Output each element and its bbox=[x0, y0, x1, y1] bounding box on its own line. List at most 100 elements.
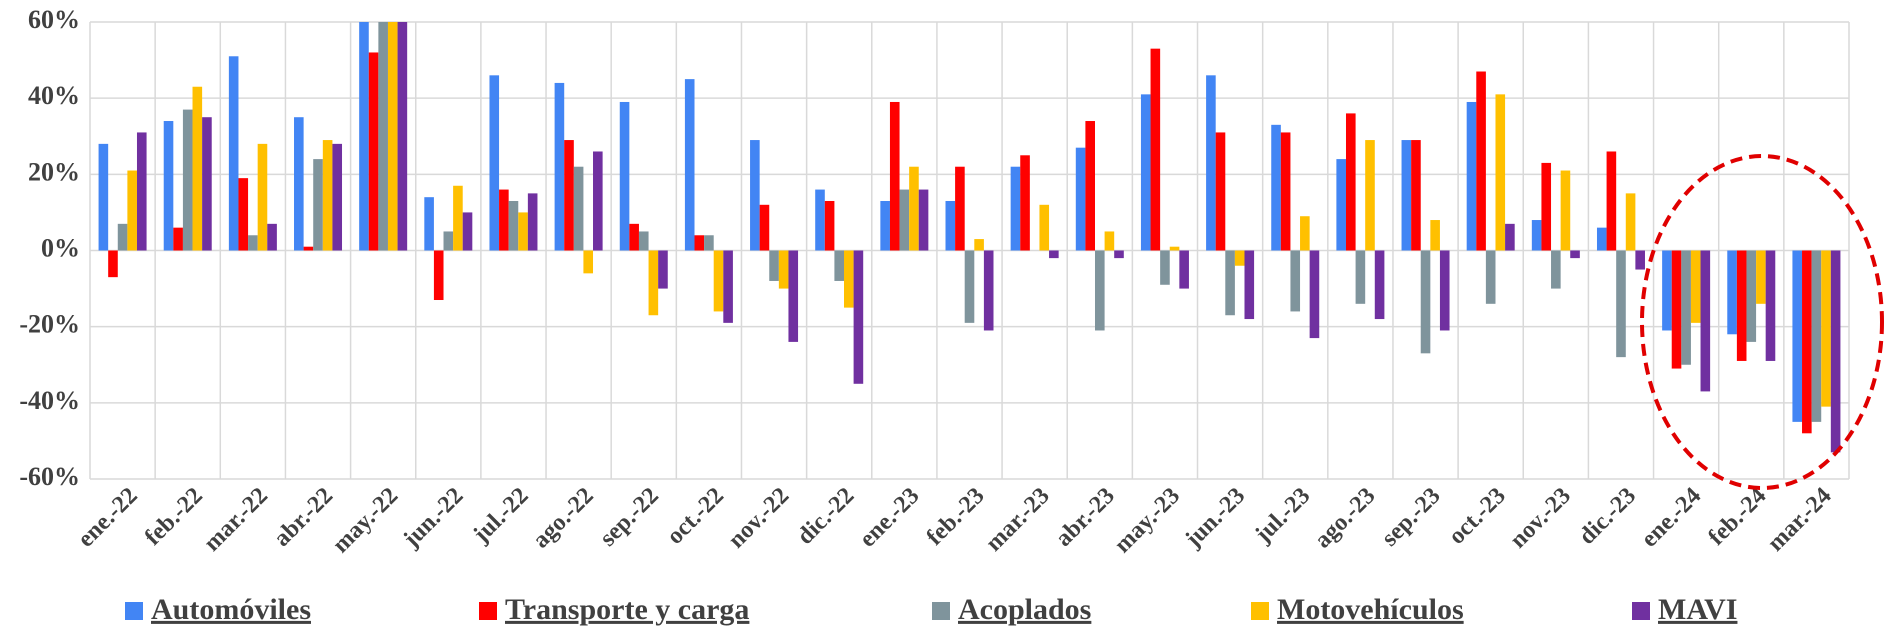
bar bbox=[704, 235, 714, 251]
x-tick-label: abr.-23 bbox=[1051, 483, 1120, 552]
bar bbox=[397, 22, 408, 251]
bar bbox=[945, 200, 956, 251]
bar bbox=[1049, 250, 1059, 259]
bar bbox=[313, 159, 323, 251]
bar bbox=[1466, 101, 1477, 251]
bar bbox=[1606, 151, 1617, 251]
bar bbox=[1094, 250, 1105, 331]
bar bbox=[564, 140, 574, 251]
x-tick-label: nov.-23 bbox=[1505, 483, 1576, 554]
bars bbox=[98, 22, 1841, 453]
bar bbox=[1802, 250, 1812, 434]
bar bbox=[518, 212, 528, 251]
bar bbox=[322, 140, 333, 251]
x-tick-label: nov.-22 bbox=[723, 483, 794, 554]
bar bbox=[1746, 250, 1757, 342]
bar bbox=[554, 82, 565, 251]
bar bbox=[853, 250, 864, 384]
bar bbox=[1075, 147, 1086, 251]
bar bbox=[983, 250, 994, 331]
bar bbox=[1596, 227, 1607, 251]
bar bbox=[769, 250, 779, 281]
bar bbox=[1756, 250, 1766, 304]
x-tick-label: ene.-24 bbox=[1637, 483, 1707, 553]
bar bbox=[1560, 170, 1571, 251]
x-tick-label: mar.-23 bbox=[981, 483, 1055, 557]
bar bbox=[499, 189, 509, 251]
bar bbox=[443, 231, 454, 251]
bar bbox=[1635, 250, 1645, 270]
legend-swatch bbox=[125, 602, 143, 620]
bar bbox=[1765, 250, 1776, 361]
bar bbox=[1736, 250, 1747, 361]
bar bbox=[1039, 204, 1050, 251]
bar bbox=[974, 239, 984, 251]
bar bbox=[918, 189, 929, 251]
bar bbox=[573, 166, 584, 251]
x-tick-label: ago.-22 bbox=[528, 483, 599, 554]
bar bbox=[453, 185, 463, 251]
x-tick-label: jun.-22 bbox=[398, 483, 469, 554]
y-tick-label: -20% bbox=[19, 310, 80, 339]
bar bbox=[648, 250, 659, 316]
bar bbox=[844, 250, 854, 308]
bar bbox=[629, 223, 639, 251]
bar bbox=[658, 250, 668, 289]
bar bbox=[1830, 250, 1841, 453]
legend-label: Transporte y carga bbox=[505, 593, 749, 626]
bar bbox=[1625, 193, 1636, 251]
bar bbox=[880, 200, 890, 251]
bar bbox=[619, 101, 630, 251]
bar bbox=[1234, 250, 1245, 266]
x-tick-label: feb.-22 bbox=[140, 483, 208, 551]
bar bbox=[182, 109, 193, 251]
bar bbox=[1374, 250, 1385, 320]
bar bbox=[257, 143, 268, 251]
bar bbox=[1671, 250, 1682, 369]
bar bbox=[489, 75, 500, 251]
bar bbox=[955, 166, 965, 251]
bar bbox=[1150, 48, 1161, 251]
bar bbox=[593, 151, 603, 251]
bar bbox=[1140, 94, 1151, 251]
bar bbox=[1700, 250, 1711, 392]
bar bbox=[202, 117, 212, 251]
x-tick-label: oct.-23 bbox=[1444, 483, 1511, 550]
bar bbox=[834, 250, 845, 281]
legend-label: Automóviles bbox=[151, 593, 311, 626]
x-tick-label: abr.-22 bbox=[269, 483, 338, 552]
bar bbox=[1114, 250, 1124, 259]
y-tick-label: -60% bbox=[19, 462, 80, 491]
bar bbox=[1430, 220, 1440, 251]
bar bbox=[1365, 140, 1375, 251]
y-tick-label: 0% bbox=[41, 233, 80, 262]
bar bbox=[964, 250, 975, 323]
bar bbox=[1010, 166, 1021, 251]
bar bbox=[1300, 216, 1310, 251]
bar bbox=[508, 200, 519, 251]
bar bbox=[815, 189, 825, 251]
bar bbox=[1280, 132, 1291, 251]
legend-swatch bbox=[479, 602, 497, 620]
bar bbox=[424, 197, 434, 251]
bar bbox=[750, 140, 760, 251]
bar bbox=[294, 117, 304, 251]
bar bbox=[1309, 250, 1320, 339]
bar bbox=[1271, 124, 1281, 251]
bar bbox=[1179, 250, 1189, 289]
y-tick-label: 40% bbox=[28, 81, 80, 110]
bar bbox=[1439, 250, 1450, 331]
bar bbox=[899, 189, 910, 251]
bar bbox=[98, 143, 109, 251]
bar bbox=[1020, 155, 1030, 251]
bar bbox=[909, 166, 919, 251]
bar bbox=[378, 22, 388, 251]
bar bbox=[1336, 159, 1346, 251]
bar bbox=[1355, 250, 1366, 304]
bar bbox=[1169, 246, 1180, 251]
bar bbox=[387, 22, 398, 251]
bar bbox=[723, 250, 733, 323]
bar bbox=[684, 79, 695, 251]
bar bbox=[238, 178, 249, 251]
x-tick-label: may.-22 bbox=[328, 483, 403, 558]
